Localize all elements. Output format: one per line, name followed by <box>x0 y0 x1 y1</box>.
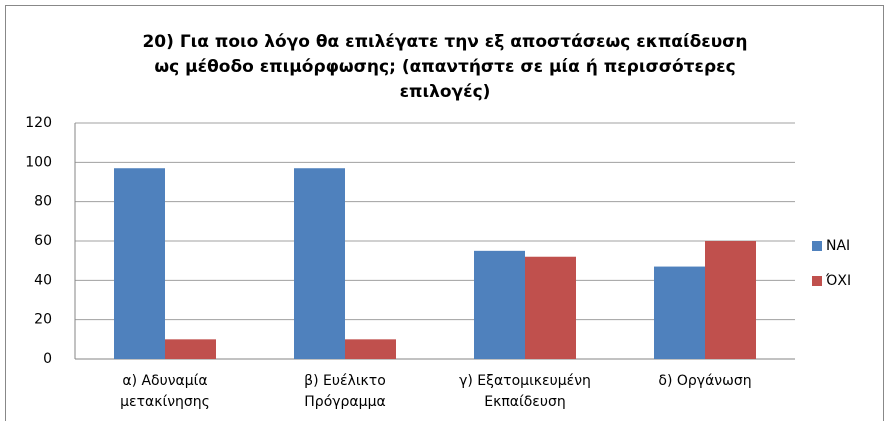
y-tick-label: 120 <box>25 115 52 131</box>
bar <box>654 266 705 359</box>
bar <box>474 250 525 359</box>
x-tick-label: α) Αδυναμία <box>122 373 207 389</box>
chart-title: 20) Για ποιο λόγο θα επιλέγατε την εξ απ… <box>142 32 747 52</box>
y-tick-label: 80 <box>34 194 52 210</box>
x-tick-label: β) Ευέλικτο <box>304 373 386 389</box>
x-tick-label: Πρόγραμμα <box>304 394 385 410</box>
legend-swatch <box>812 276 822 286</box>
bar <box>114 168 165 359</box>
bar <box>165 339 216 359</box>
x-tick-label: γ) Εξατομικευμένη <box>459 373 591 389</box>
y-tick-label: 60 <box>34 233 52 249</box>
y-tick-label: 40 <box>34 272 52 288</box>
bar <box>294 168 345 359</box>
legend-label: ΌΧΙ <box>825 273 851 289</box>
chart-title: επιλογές) <box>400 82 491 102</box>
legend-swatch <box>812 241 822 251</box>
legend-label: ΝΑΙ <box>826 238 850 254</box>
chart-title: ως μέθοδο επιμόρφωσης; (απαντήστε σε μία… <box>154 57 735 77</box>
y-tick-label: 0 <box>43 351 52 367</box>
x-tick-label: δ) Οργάνωση <box>658 373 751 389</box>
bar <box>345 339 396 359</box>
bar <box>705 241 756 359</box>
y-tick-label: 20 <box>34 312 52 328</box>
x-tick-label: μετακίνησης <box>120 394 210 410</box>
bar <box>525 256 576 359</box>
x-tick-label: Εκπαίδευση <box>484 394 565 410</box>
y-tick-label: 100 <box>25 154 52 170</box>
